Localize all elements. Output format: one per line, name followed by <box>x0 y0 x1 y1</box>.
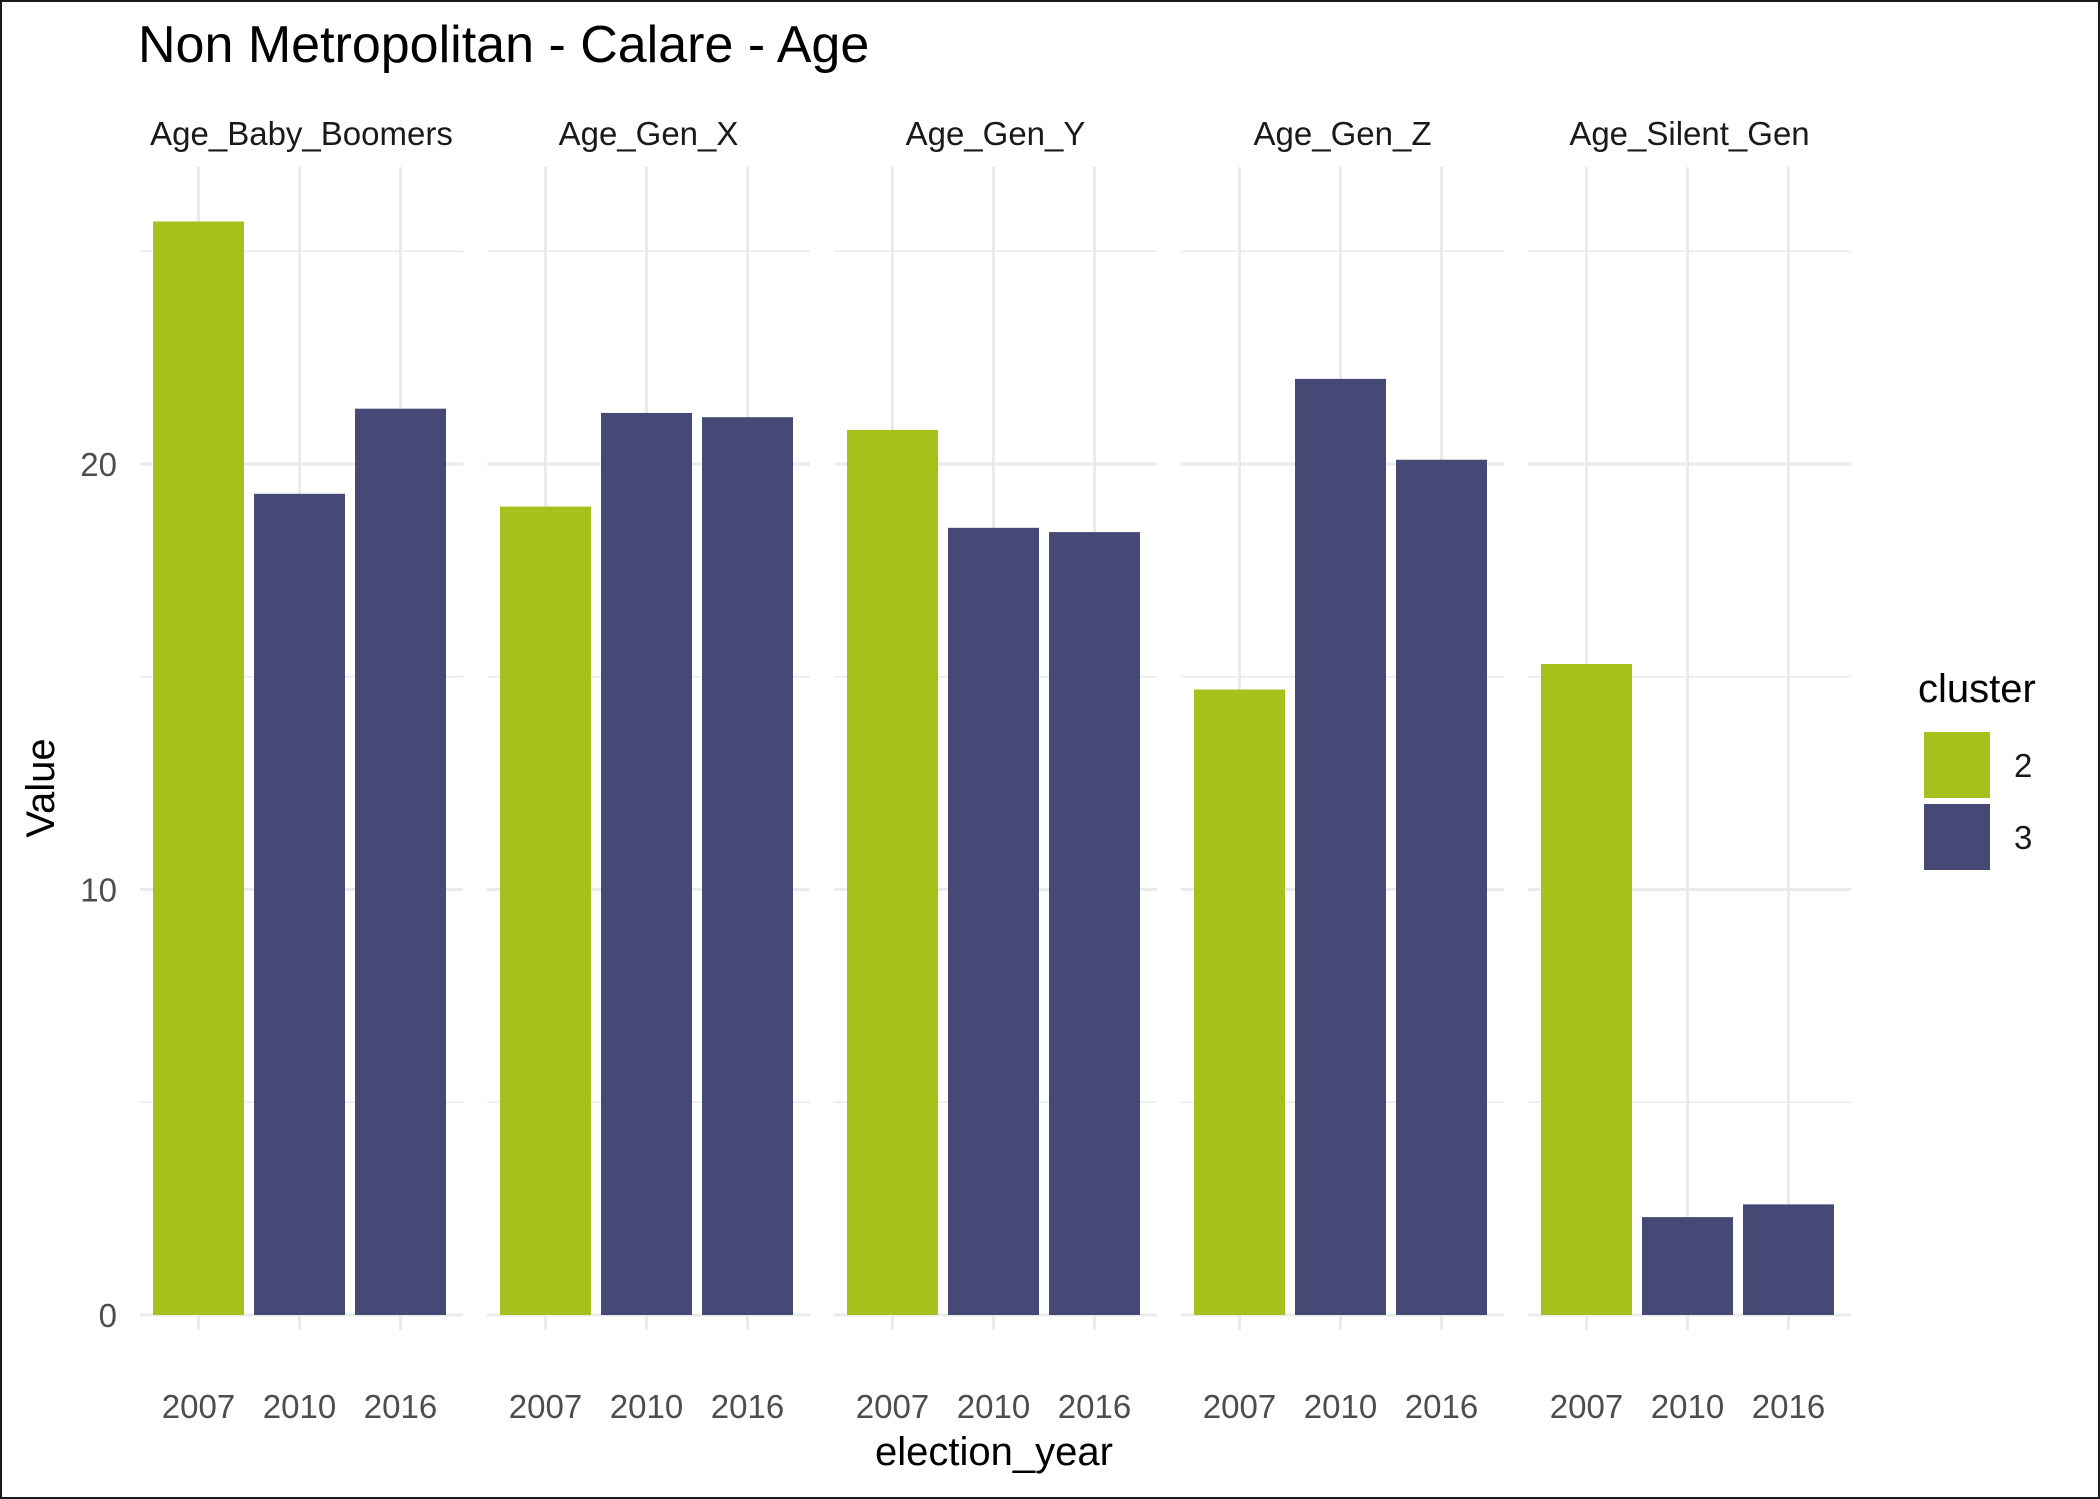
bar <box>1642 1217 1733 1315</box>
x-tick-label: 2010 <box>957 1388 1030 1425</box>
facet-panel: Age_Gen_Y 2007 2010 2016 <box>834 115 1157 1425</box>
facet-strip-label: Age_Gen_Y <box>906 115 1086 152</box>
x-tick-label: 2010 <box>263 1388 336 1425</box>
x-tick-label: 2016 <box>1752 1388 1825 1425</box>
facet-strip-label: Age_Gen_Z <box>1254 115 1432 152</box>
facets: Age_Baby_Boomers 2007 2010 2016 Age_Gen_X 200… <box>140 115 1851 1425</box>
bar <box>601 412 692 1315</box>
x-tick-label: 2007 <box>509 1388 582 1425</box>
bar <box>254 493 345 1315</box>
facet-panel: Age_Gen_X 2007 2010 2016 <box>487 115 810 1425</box>
x-tick-label: 2016 <box>364 1388 437 1425</box>
y-axis: 0 10 20 <box>80 446 117 1334</box>
legend-label: 2 <box>2014 747 2032 784</box>
bar <box>702 417 793 1315</box>
x-tick-label: 2007 <box>856 1388 929 1425</box>
facet-panel: Age_Baby_Boomers 2007 2010 2016 <box>140 115 463 1425</box>
x-tick-label: 2007 <box>1203 1388 1276 1425</box>
legend-label: 3 <box>2014 819 2032 856</box>
y-tick-label: 0 <box>99 1297 117 1334</box>
y-axis-title: Value <box>19 738 63 837</box>
bar <box>847 429 938 1316</box>
x-tick-label: 2016 <box>1405 1388 1478 1425</box>
bar <box>1541 663 1632 1315</box>
x-tick-label: 2016 <box>711 1388 784 1425</box>
bar <box>1295 378 1386 1315</box>
x-tick-label: 2010 <box>1304 1388 1377 1425</box>
y-tick-label: 10 <box>80 872 117 909</box>
legend: cluster 2 3 <box>1918 667 2036 870</box>
bar <box>355 408 446 1315</box>
bar <box>1049 532 1140 1315</box>
bar <box>500 506 591 1315</box>
facet-strip-label: Age_Silent_Gen <box>1569 115 1809 152</box>
bar <box>1743 1204 1834 1315</box>
y-tick-label: 20 <box>80 446 117 483</box>
facet-strip-label: Age_Baby_Boomers <box>150 115 453 152</box>
chart-title: Non Metropolitan - Calare - Age <box>138 16 869 74</box>
bar <box>1194 689 1285 1315</box>
x-tick-label: 2010 <box>1651 1388 1724 1425</box>
bar <box>1396 459 1487 1315</box>
x-tick-label: 2010 <box>610 1388 683 1425</box>
x-tick-label: 2007 <box>1550 1388 1623 1425</box>
x-axis-title: election_year <box>875 1430 1113 1474</box>
bar <box>948 527 1039 1315</box>
facet-panel: Age_Silent_Gen 2007 2010 2016 <box>1528 115 1851 1425</box>
legend-swatch <box>1924 804 1990 870</box>
facet-strip-label: Age_Gen_X <box>559 115 739 152</box>
x-tick-label: 2016 <box>1058 1388 1131 1425</box>
facet-panel: Age_Gen_Z 2007 2010 2016 <box>1181 115 1504 1425</box>
legend-title: cluster <box>1918 667 2036 711</box>
legend-swatch <box>1924 732 1990 798</box>
x-tick-label: 2007 <box>162 1388 235 1425</box>
bar <box>153 221 244 1316</box>
